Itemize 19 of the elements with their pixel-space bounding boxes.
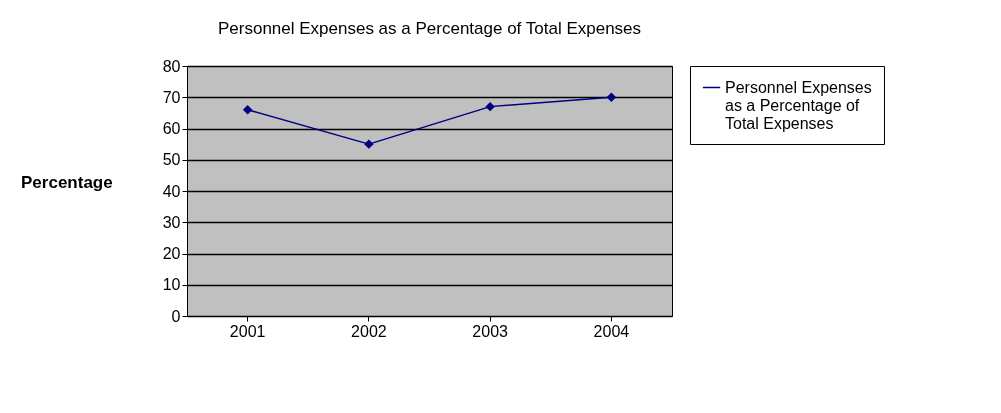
x-tick-label: 2002 — [351, 322, 387, 340]
y-tick-label: 10 — [162, 276, 181, 294]
point — [485, 101, 495, 112]
point — [242, 105, 253, 115]
y-axis-title: Percentage — [21, 172, 113, 192]
y-tick-label: 50 — [162, 151, 181, 169]
y-tick-label: 30 — [162, 213, 181, 231]
x-tick-label: 2004 — [593, 322, 630, 340]
point — [606, 92, 617, 102]
y-tick-label: 20 — [162, 245, 181, 262]
y-tick-label: 60 — [162, 120, 181, 137]
y-tick-label: 80 — [162, 57, 181, 75]
x-tick-label: 2001 — [229, 322, 266, 340]
legend-label: Personnel Expenses as a Percentage of Total Expenses — [725, 78, 872, 132]
y-tick-label: 70 — [162, 88, 181, 106]
chart-title: Personnel Expenses as a Percentage of Total Expenses — [217, 19, 642, 38]
y-tick-label: 0 — [171, 307, 181, 325]
x-tick-label: 2003 — [472, 322, 509, 340]
y-tick-label: 40 — [162, 182, 181, 200]
